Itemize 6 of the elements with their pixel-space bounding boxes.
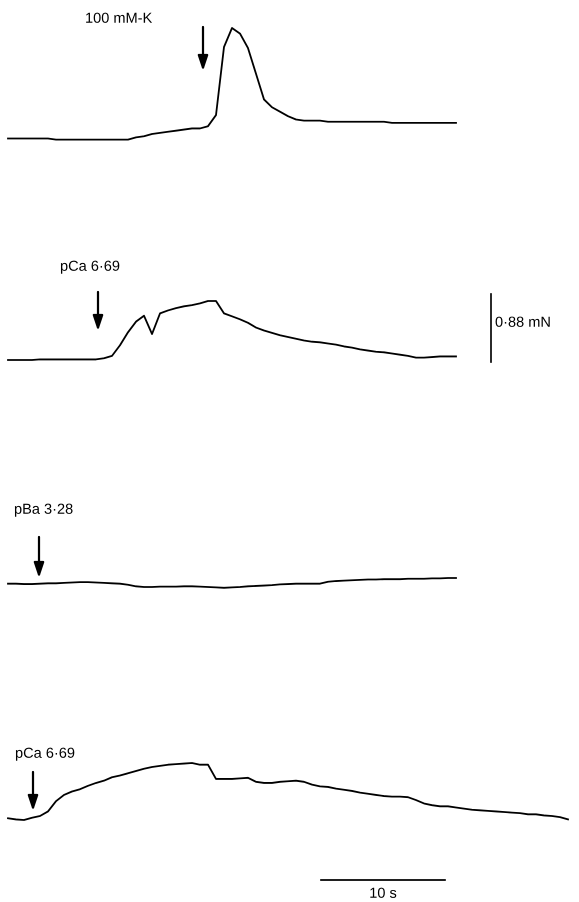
text: pCa 6·69 — [60, 260, 120, 274]
text: pBa 3·28 — [14, 504, 73, 517]
text: pCa 6·69 — [16, 748, 74, 761]
text: 100 mM-K — [86, 12, 152, 23]
text: 0·88 mN — [496, 316, 550, 327]
text: 10 s — [370, 888, 396, 898]
